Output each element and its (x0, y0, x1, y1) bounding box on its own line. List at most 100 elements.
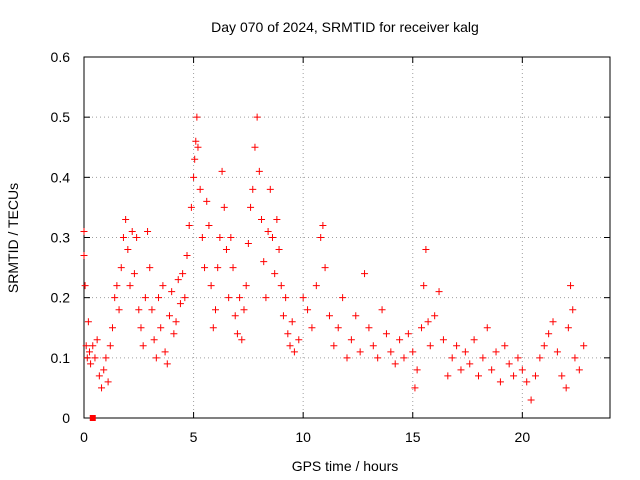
data-point (108, 324, 116, 332)
data-point (514, 354, 522, 362)
data-point (100, 366, 108, 374)
data-point (216, 234, 224, 241)
data-point (527, 396, 535, 404)
data-point (435, 288, 443, 296)
data-point (308, 324, 316, 332)
data-point (126, 282, 134, 290)
x-axis-label: GPS time / hours (292, 458, 399, 474)
data-point (205, 221, 213, 229)
data-point (172, 318, 180, 326)
data-point (580, 342, 588, 350)
data-point (365, 324, 373, 332)
data-point (549, 318, 557, 326)
x-tick-label: 5 (190, 429, 198, 445)
data-point (266, 185, 274, 193)
data-point (225, 294, 233, 302)
data-point (304, 306, 312, 314)
data-point (505, 360, 513, 368)
data-point (102, 354, 110, 362)
data-point (523, 378, 531, 386)
data-point (139, 342, 147, 350)
data-point (488, 366, 496, 374)
data-point (148, 306, 156, 314)
data-point (330, 342, 338, 350)
data-point (82, 342, 90, 350)
data-point (174, 276, 182, 284)
data-point (196, 185, 204, 193)
data-point (496, 378, 504, 386)
data-point (271, 270, 279, 278)
data-point (387, 348, 395, 356)
data-point (214, 264, 222, 272)
data-point (133, 234, 141, 241)
data-point (150, 336, 158, 344)
data-point (466, 360, 474, 368)
data-point (492, 348, 500, 356)
x-tick-label: 20 (515, 429, 531, 445)
data-point (319, 221, 327, 229)
data-point (95, 372, 103, 380)
data-point (115, 306, 123, 314)
data-point (192, 137, 200, 145)
data-point (277, 282, 285, 290)
data-point (356, 348, 364, 356)
data-point (501, 342, 509, 350)
data-point (562, 384, 570, 392)
data-point (334, 324, 342, 332)
data-point (98, 384, 106, 392)
data-point (212, 306, 219, 314)
data-point (431, 312, 439, 320)
data-point (258, 215, 266, 223)
data-point (282, 294, 290, 302)
data-point (209, 324, 217, 332)
y-tick-label: 0.3 (51, 230, 71, 246)
data-point (141, 294, 149, 302)
data-point (179, 270, 187, 278)
data-point (146, 264, 154, 272)
data-point (190, 173, 198, 181)
data-point (439, 336, 447, 344)
data-point (273, 215, 281, 223)
data-point (288, 318, 296, 326)
data-point (448, 354, 456, 362)
x-tick-label: 0 (80, 429, 88, 445)
data-point (229, 264, 237, 272)
data-point (325, 312, 333, 320)
axis-ticks: 0 0.1 0.2 0.3 0.4 0.5 0.6 0 5 10 15 20 (51, 49, 610, 445)
data-point (181, 294, 189, 302)
data-point (155, 294, 163, 302)
data-point (85, 348, 93, 356)
data-point-square (89, 415, 96, 421)
data-point (260, 258, 268, 266)
data-point (295, 336, 303, 344)
data-point (80, 252, 88, 260)
data-point (119, 234, 127, 241)
data-point (518, 366, 526, 374)
data-point (418, 324, 426, 332)
data-point (461, 348, 469, 356)
data-point (510, 372, 518, 380)
data-point (81, 282, 89, 290)
grid-lines (84, 57, 610, 418)
data-point (191, 155, 199, 163)
data-point (130, 270, 138, 278)
data-point (268, 234, 276, 241)
data-point (536, 354, 544, 362)
data-point (137, 324, 145, 332)
data-point (339, 294, 347, 302)
x-tick-label: 15 (405, 429, 421, 445)
data-point (193, 113, 201, 121)
data-point (567, 282, 575, 290)
data-point (255, 167, 263, 175)
data-point (400, 354, 408, 362)
data-point (161, 348, 169, 356)
data-point (231, 312, 239, 320)
data-point (361, 270, 369, 278)
y-tick-label: 0.5 (51, 109, 71, 125)
data-point (122, 215, 130, 223)
data-point (424, 318, 432, 326)
plot-frame (83, 56, 611, 419)
data-point (575, 366, 583, 374)
y-tick-label: 0.4 (51, 169, 71, 185)
data-point (453, 342, 461, 350)
